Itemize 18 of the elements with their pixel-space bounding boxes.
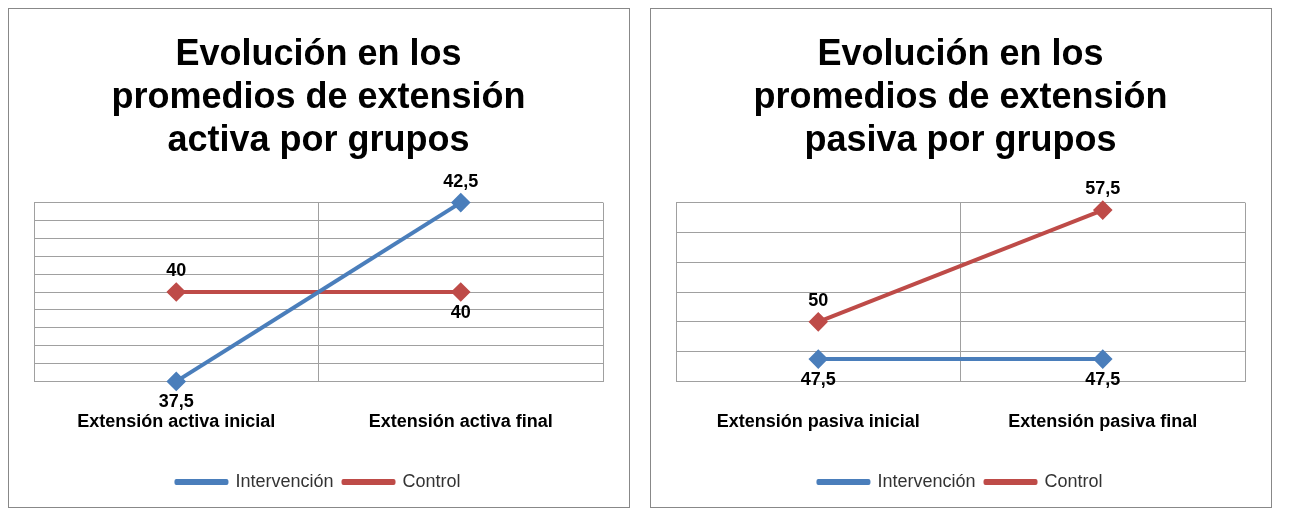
- data-label: 40: [166, 259, 187, 280]
- x-tick-label: Extensión activa final: [368, 411, 553, 432]
- x-tick-label: Extensión pasiva inicial: [716, 411, 920, 432]
- data-label: 57,5: [1085, 178, 1121, 199]
- legend-label: Control: [1044, 470, 1103, 491]
- data-label: 47,5: [800, 369, 836, 390]
- legend-label: Intervención: [877, 470, 976, 491]
- legend-label: Intervención: [235, 470, 334, 491]
- data-label: 47,5: [1085, 369, 1121, 390]
- data-label: 50: [808, 289, 829, 310]
- chart-title: Evolución en los promedios de extensión pasiva por grupos: [753, 31, 1168, 159]
- data-label: 42,5: [443, 170, 479, 191]
- data-label: 40: [450, 301, 471, 322]
- chart-title: Evolución en los promedios de extensión activa por grupos: [111, 31, 526, 159]
- legend-label: Control: [402, 470, 461, 491]
- x-tick-label: Extensión activa inicial: [77, 411, 276, 432]
- data-label: 37,5: [158, 391, 194, 412]
- x-tick-label: Extensión pasiva final: [1008, 411, 1198, 432]
